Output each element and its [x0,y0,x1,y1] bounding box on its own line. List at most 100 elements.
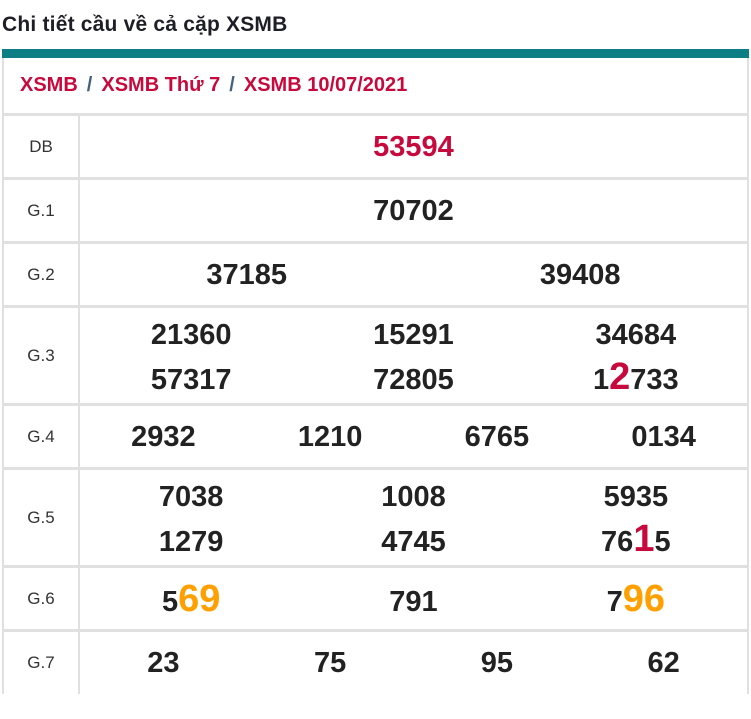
prize-line: 21360 15291 34684 [80,314,747,356]
prize-digit: 5 [654,525,671,558]
prize-number: 791 [302,582,524,622]
breadcrumb-link-xsmb-date[interactable]: XSMB 10/07/2021 [243,74,408,96]
prize-row-label: G.7 [4,632,80,694]
prize-number: 1279 [80,521,302,563]
prize-row-g1: G.1 70702 [4,180,747,244]
prize-row-g3: G.3 21360 15291 34684 57317 72805 12733 [4,308,747,406]
prize-row-g6: G.6 569 791 796 [4,568,747,632]
prize-line: 2932 1210 6765 0134 [80,417,747,457]
prize-number: 7038 [80,476,302,518]
prize-digit: 1 [592,363,610,396]
prize-digit: 21360 [150,318,232,351]
prize-row-values: 37185 39408 [80,244,747,305]
prize-row-g4: G.4 2932 1210 6765 0134 [4,406,747,470]
breadcrumb-link-xsmb[interactable]: XSMB [20,74,78,96]
prize-line: 569 791 796 [80,579,747,619]
prize-digit: 733 [630,363,679,396]
prize-line: 37185 39408 [80,255,747,295]
prize-line: 53594 [80,127,747,167]
prize-line: 23 75 95 62 [80,643,747,683]
prize-number: 62 [580,643,747,683]
prize-row-g2: G.2 37185 39408 [4,244,747,308]
prize-number: 569 [80,579,302,622]
prize-row-g7: G.7 23 75 95 62 [4,632,747,694]
prize-digit: 7038 [158,480,224,513]
breadcrumb-link-xsmb-thu7[interactable]: XSMB Thứ 7 [101,74,221,96]
breadcrumb-separator: / [86,74,93,96]
prize-row-label: DB [4,116,80,177]
prize-row-values: 569 791 796 [80,568,747,629]
prize-digit: 57317 [150,363,232,396]
prize-row-db: DB 53594 [4,116,747,180]
prize-digit: 5 [161,585,179,618]
prize-row-label: G.4 [4,406,80,467]
prize-number: 1008 [302,476,524,518]
prize-row-label: G.5 [4,470,80,565]
prize-line: 57317 72805 12733 [80,356,747,398]
prize-number: 4745 [302,521,524,563]
prize-line: 7038 1008 5935 [80,476,747,518]
prize-number: 23 [80,643,247,683]
prize-row-values: 7038 1008 5935 1279 4745 7615 [80,470,747,565]
prize-digit: 2932 [131,420,196,453]
prize-number: 39408 [414,255,748,295]
prize-digit: 5935 [603,480,669,513]
prize-digit: 6765 [464,420,530,453]
prize-number: 7615 [525,518,747,563]
prize-digit: 37185 [206,258,288,291]
prize-number: 72805 [302,359,524,401]
prize-digit: 15291 [373,318,454,351]
prize-number: 15291 [302,314,524,356]
prize-digit: 72805 [373,363,454,396]
prize-digit-highlight: 2 [609,355,631,398]
prize-number: 5935 [525,476,747,518]
prize-row-label: G.1 [4,180,80,241]
prize-digit: 0134 [631,420,696,453]
prize-number: 12733 [525,356,747,401]
prize-table: DB 53594 G.1 70702 G.2 37185 39408 G.3 21360 1529… [4,116,747,694]
prize-line: 1279 4745 7615 [80,518,747,560]
prize-digit: 76 [601,525,634,558]
prize-digit: 62 [647,647,680,679]
prize-number: 6765 [414,417,581,457]
page-title: Chi tiết cầu về cả cặp XSMB [2,13,288,36]
prize-number: 70702 [80,191,747,231]
prize-row-values: 53594 [80,116,747,177]
prize-digit: 1008 [381,480,446,513]
prize-number: 21360 [80,314,302,356]
prize-number: 0134 [580,417,747,457]
prize-row-label: G.3 [4,308,80,403]
prize-number: 53594 [80,127,747,167]
prize-row-values: 21360 15291 34684 57317 72805 12733 [80,308,747,403]
prize-digit: 1279 [158,525,224,558]
prize-number: 57317 [80,359,302,401]
prize-number: 37185 [80,255,414,295]
prize-digit: 34684 [595,318,677,351]
breadcrumb-separator: / [229,74,235,96]
prize-digit-highlight: 53594 [373,130,454,163]
prize-digit-highlight: 96 [622,577,666,620]
prize-number: 95 [414,643,581,683]
prize-digit-highlight: 69 [178,577,221,620]
prize-digit: 1210 [297,420,363,453]
prize-digit: 4745 [381,525,446,558]
prize-row-values: 23 75 95 62 [80,632,747,694]
prize-digit: 7 [606,585,623,618]
prize-digit: 70702 [373,194,454,227]
prize-number: 34684 [525,314,747,356]
results-panel: XSMB / XSMB Thứ 7 / XSMB 10/07/2021 DB 53… [2,58,749,694]
prize-digit: 23 [147,647,180,679]
prize-number: 75 [247,643,414,683]
prize-digit-highlight: 1 [633,517,655,560]
prize-row-label: G.6 [4,568,80,629]
prize-digit: 95 [480,647,513,679]
prize-row-values: 70702 [80,180,747,241]
prize-line: 70702 [80,191,747,231]
prize-number: 2932 [80,417,247,457]
prize-number: 796 [525,579,747,622]
prize-digit: 39408 [539,258,621,291]
prize-digit: 791 [389,585,438,618]
prize-row-values: 2932 1210 6765 0134 [80,406,747,467]
prize-row-label: G.2 [4,244,80,305]
prize-row-g5: G.5 7038 1008 5935 1279 4745 7615 [4,470,747,568]
